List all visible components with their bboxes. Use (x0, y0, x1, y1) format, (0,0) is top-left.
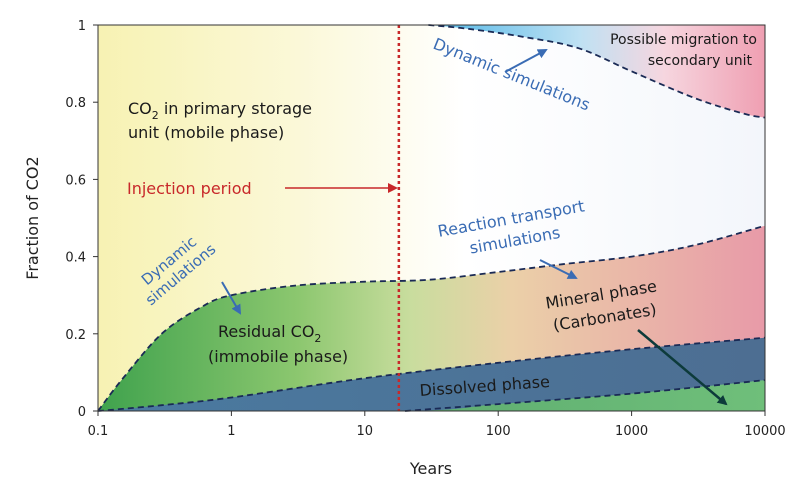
y-tick-label: 0 (78, 405, 86, 420)
y-tick-label: 0.4 (65, 251, 86, 266)
residual-label-line1: Residual CO2 (218, 322, 321, 345)
dissolved-phase-region (98, 337, 765, 411)
mobile-phase-label-line1: CO2 in primary storage (128, 99, 312, 122)
x-tick-label: 0.1 (88, 424, 109, 439)
y-tick-label: 0.6 (65, 173, 86, 188)
y-axis-ticks: 0 0.2 0.4 0.6 0.8 1 (65, 19, 98, 420)
boundary-mineral-upper (404, 379, 766, 412)
mineral-phase-arrow (637, 329, 728, 406)
y-tick-label: 0.2 (65, 328, 86, 343)
mobile-phase-label-line2: unit (mobile phase) (128, 123, 284, 142)
boundary-mobile-upper (428, 24, 766, 119)
residual-label-line2: (immobile phase) (208, 347, 348, 366)
x-tick-label: 10 (357, 424, 374, 439)
boundary-lines (97, 24, 766, 412)
migration-label-line2: secondary unit (648, 53, 753, 69)
x-tick-label: 1000 (615, 424, 648, 439)
y-tick-label: 0.8 (65, 96, 86, 111)
x-tick-label: 10000 (744, 424, 785, 439)
x-tick-label: 100 (486, 424, 511, 439)
x-tick-label: 1 (227, 424, 235, 439)
reaction-transport-arrow (539, 259, 578, 279)
migration-label-line1: Possible migration to (610, 32, 757, 48)
boundary-residual-upper (97, 224, 766, 412)
migration-region (428, 25, 765, 118)
x-axis-ticks: 0.1 1 10 100 1000 10000 (88, 411, 786, 439)
dynamic-simulations-top-arrow (504, 49, 548, 73)
y-axis-label: Fraction of CO2 (23, 156, 42, 279)
dynamic-simulations-left-arrow (221, 281, 242, 315)
plot-areas (98, 25, 765, 411)
y-tick-label: 1 (78, 19, 86, 34)
plot-frame (97, 24, 766, 412)
mineral-phase-region (98, 380, 765, 411)
injection-period-label: Injection period (127, 179, 252, 198)
x-axis-label: Years (409, 459, 452, 478)
